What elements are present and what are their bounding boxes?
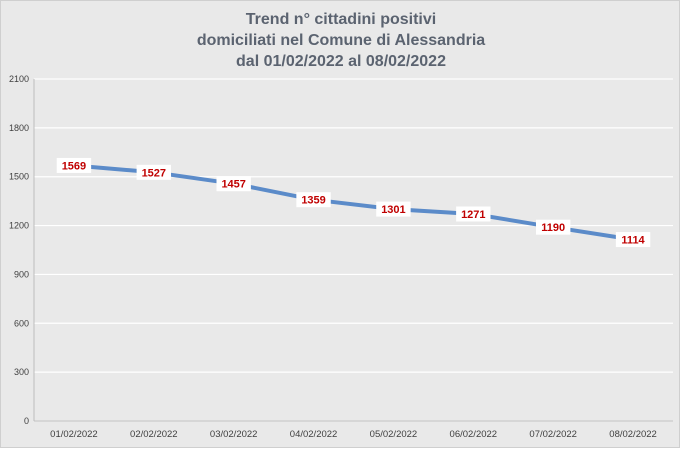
- y-tick-label: 1800: [9, 123, 29, 133]
- data-label-background: [456, 206, 491, 222]
- data-label-background: [376, 201, 411, 217]
- x-tick-label: 07/02/2022: [529, 429, 577, 440]
- x-tick-label: 02/02/2022: [130, 429, 178, 440]
- data-label-background: [296, 192, 331, 208]
- y-tick-label: 600: [14, 318, 29, 328]
- data-label: 1457: [221, 179, 245, 191]
- x-tick-label: 05/02/2022: [370, 429, 418, 440]
- x-tick-label: 03/02/2022: [210, 429, 258, 440]
- plot-area: [34, 79, 673, 421]
- chart-title-line-1: Trend n° cittadini positivi: [245, 11, 437, 28]
- data-label: 1271: [461, 209, 485, 221]
- data-label-background: [535, 219, 571, 235]
- y-tick-label: 900: [14, 269, 29, 279]
- data-label: 1190: [541, 222, 565, 234]
- chart-title-line-3: dal 01/02/2022 al 08/02/2022: [236, 53, 446, 70]
- data-label-background: [216, 176, 251, 192]
- y-tick-label: 1200: [9, 221, 29, 231]
- chart-title: Trend n° cittadini positivi domiciliati …: [1, 9, 680, 72]
- y-tick-label: 0: [24, 416, 29, 426]
- data-label-background: [615, 232, 651, 248]
- data-label: 1569: [62, 160, 86, 172]
- y-tick-label: 2100: [9, 74, 29, 84]
- x-tick-label: 01/02/2022: [50, 429, 98, 440]
- y-tick-label: 1500: [9, 172, 29, 182]
- x-tick-label: 06/02/2022: [450, 429, 498, 440]
- x-tick-label: 04/02/2022: [290, 429, 338, 440]
- data-label-background: [56, 157, 92, 173]
- y-tick-label: 300: [14, 367, 29, 377]
- data-label: 1114: [621, 235, 645, 247]
- data-label: 1301: [381, 204, 405, 216]
- data-label: 1527: [142, 167, 166, 179]
- x-tick-label: 08/02/2022: [609, 429, 657, 440]
- data-label: 1359: [301, 195, 325, 207]
- chart-title-line-2: domiciliati nel Comune di Alessandria: [196, 32, 486, 49]
- data-label-background: [136, 164, 172, 180]
